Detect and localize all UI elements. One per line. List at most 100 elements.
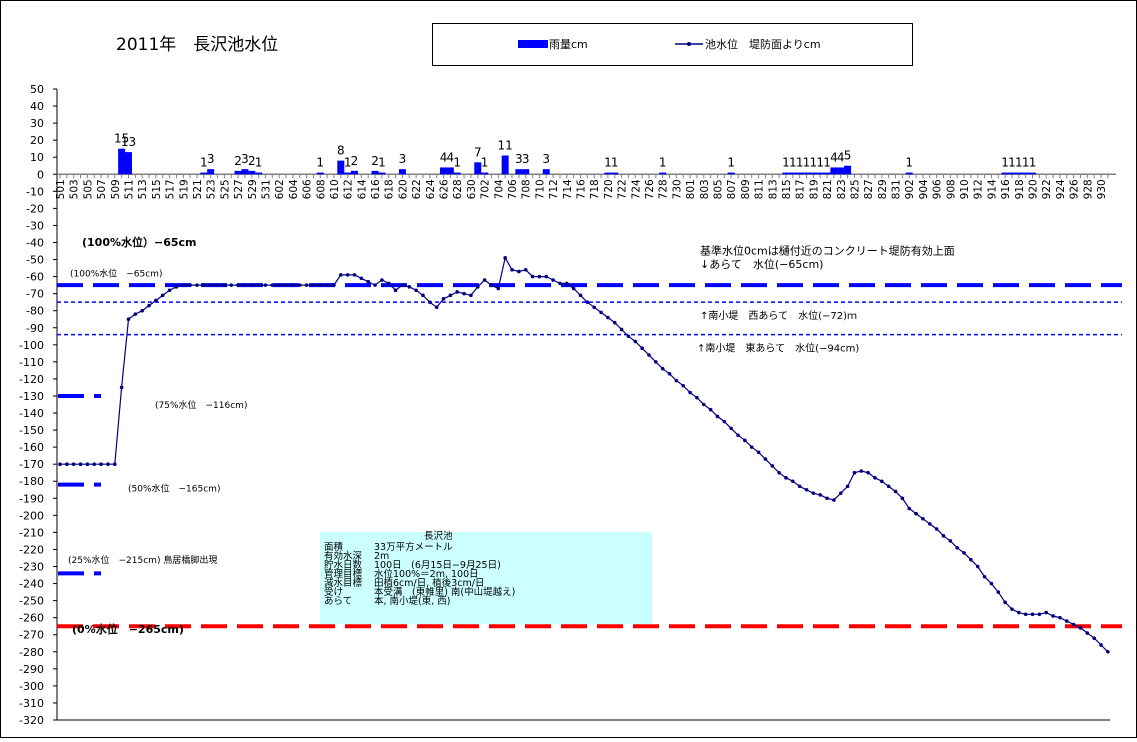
x-tick-label: 525 bbox=[219, 179, 231, 199]
rain-bar bbox=[837, 167, 845, 175]
level-point bbox=[291, 283, 295, 287]
level-point bbox=[626, 334, 631, 339]
level-point bbox=[633, 339, 638, 344]
rain-bar bbox=[316, 172, 324, 175]
x-tick-label: 811 bbox=[754, 179, 766, 199]
level-point bbox=[880, 479, 884, 484]
y-tick-label: -50 bbox=[26, 254, 44, 267]
level-point bbox=[352, 273, 357, 277]
rain-bar bbox=[796, 172, 804, 175]
x-tick-label: 521 bbox=[192, 179, 204, 199]
y-tick-label: -110 bbox=[19, 356, 44, 369]
x-tick-label: 612 bbox=[343, 179, 355, 199]
x-tick-label: 628 bbox=[452, 179, 464, 199]
rain-value-label: 2 bbox=[351, 154, 359, 168]
info-row-key: あらて bbox=[324, 596, 353, 607]
annotation-label: ↑南小堤 西あらて 水位(−72)ｍ bbox=[700, 309, 857, 322]
rain-value-label: 4 bbox=[447, 150, 455, 164]
level-point bbox=[256, 283, 261, 287]
level-point bbox=[112, 462, 117, 466]
x-tick-label: 817 bbox=[795, 179, 807, 199]
level-point bbox=[154, 298, 158, 303]
level-point bbox=[421, 293, 425, 298]
y-tick-label: 50 bbox=[30, 83, 44, 96]
level-point bbox=[914, 511, 918, 516]
level-point bbox=[181, 283, 186, 287]
x-tick-label: 716 bbox=[576, 179, 588, 199]
level-point bbox=[1037, 612, 1042, 617]
rain-value-label: 3 bbox=[522, 152, 530, 166]
y-tick-label: -190 bbox=[19, 492, 44, 505]
info-row: 減水目標 田植6cm/日, 植後3cm/日 bbox=[324, 579, 484, 589]
level-point bbox=[380, 278, 384, 282]
annotation-label: (100%水位 −65cm) bbox=[70, 268, 162, 280]
x-tick-label: 505 bbox=[82, 179, 94, 199]
level-point bbox=[770, 464, 775, 468]
y-tick-label: 0 bbox=[37, 168, 44, 181]
y-tick-label: -30 bbox=[26, 219, 44, 232]
x-tick-label: 531 bbox=[260, 179, 272, 199]
level-point bbox=[797, 484, 802, 489]
rain-bar bbox=[337, 160, 345, 175]
info-row-key: 減水目標 bbox=[324, 578, 363, 589]
rain-bar bbox=[446, 167, 454, 175]
level-point bbox=[167, 288, 172, 293]
x-tick-label: 527 bbox=[233, 179, 245, 199]
x-tick-label: 519 bbox=[178, 179, 190, 199]
rain-value-label: 1 bbox=[810, 156, 818, 170]
rain-bar bbox=[440, 167, 448, 175]
level-point bbox=[845, 484, 850, 489]
level-point bbox=[455, 290, 460, 294]
rain-value-label: 3 bbox=[399, 152, 407, 166]
level-point bbox=[469, 293, 473, 298]
rain-value-label: 1 bbox=[378, 156, 386, 170]
level-point bbox=[688, 390, 692, 395]
level-point bbox=[85, 462, 90, 466]
rain-value-label: 7 bbox=[474, 145, 482, 159]
x-tick-label: 714 bbox=[562, 179, 574, 199]
level-point bbox=[784, 476, 788, 480]
x-tick-label: 807 bbox=[726, 179, 738, 199]
y-tick-label: -240 bbox=[19, 578, 44, 591]
rain-value-label: 15 bbox=[114, 132, 129, 146]
rain-value-label: 1 bbox=[789, 156, 797, 170]
y-tick-label: -280 bbox=[19, 646, 44, 659]
y-tick-label: -300 bbox=[19, 680, 44, 693]
level-point bbox=[708, 407, 713, 412]
level-point bbox=[599, 310, 603, 315]
level-point bbox=[428, 300, 432, 304]
x-tick-label: 529 bbox=[247, 179, 259, 199]
rain-value-label: 1 bbox=[481, 156, 489, 170]
level-point bbox=[1010, 607, 1014, 611]
level-point bbox=[825, 496, 829, 501]
level-point bbox=[188, 283, 192, 287]
y-tick-label: -260 bbox=[19, 612, 44, 625]
info-row: 受け 本受溝 (東帷里) 南(中山堤越え) bbox=[324, 588, 515, 598]
level-point bbox=[284, 283, 288, 287]
rain-value-label: 1 bbox=[200, 156, 208, 170]
y-tick-label: -230 bbox=[19, 561, 44, 574]
x-tick-label: 819 bbox=[808, 179, 820, 199]
level-point bbox=[407, 285, 412, 289]
rain-value-label: 1 bbox=[453, 156, 461, 170]
rain-value-label: 1 bbox=[1022, 156, 1030, 170]
level-point bbox=[695, 395, 699, 400]
level-point bbox=[160, 293, 165, 298]
rain-value-label: 8 bbox=[337, 144, 345, 158]
level-point bbox=[989, 581, 994, 586]
y-tick-label: -270 bbox=[19, 629, 44, 642]
y-tick-label: -70 bbox=[26, 288, 44, 301]
level-point bbox=[332, 283, 336, 287]
legend-level-marker bbox=[687, 42, 691, 46]
level-point bbox=[701, 402, 706, 407]
level-point bbox=[277, 283, 281, 287]
y-tick-label: -210 bbox=[19, 526, 44, 539]
rain-bar bbox=[1029, 172, 1037, 175]
level-point bbox=[229, 283, 234, 287]
level-point bbox=[195, 283, 199, 287]
level-point bbox=[359, 276, 364, 281]
level-point bbox=[749, 445, 754, 449]
level-point bbox=[174, 285, 179, 289]
x-tick-label: 805 bbox=[712, 179, 724, 199]
rain-value-label: 1 bbox=[659, 156, 667, 170]
